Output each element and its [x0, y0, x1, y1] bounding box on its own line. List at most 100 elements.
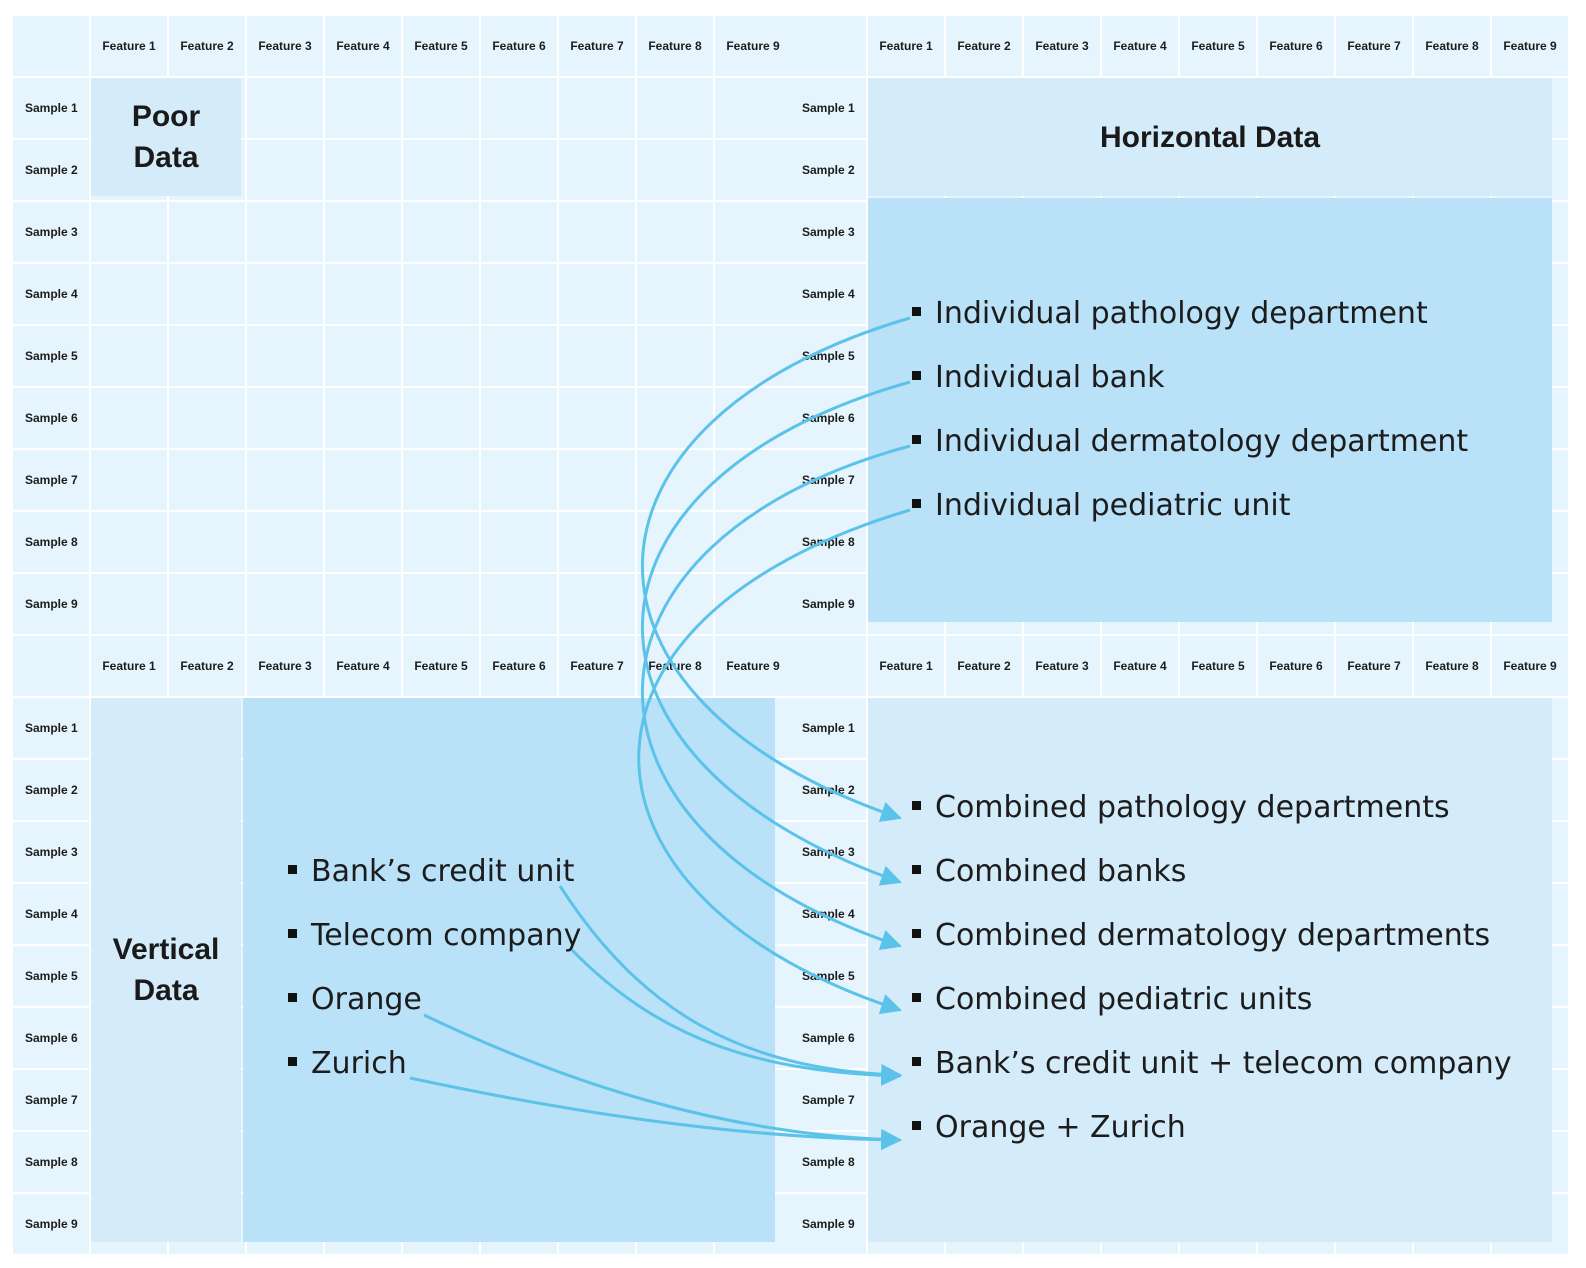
column-header: Feature 6	[1258, 636, 1334, 696]
table-cell	[247, 202, 323, 262]
list-item: Bank’s credit unit + telecom company	[912, 1046, 1512, 1081]
bullet-square-icon	[912, 371, 921, 380]
table-cell	[403, 574, 479, 634]
column-header: Feature 9	[1492, 16, 1568, 76]
table-cell	[403, 202, 479, 262]
table-cell	[715, 512, 791, 572]
column-header: Feature 2	[946, 636, 1022, 696]
bullet-square-icon	[912, 1121, 921, 1130]
corner-cell	[13, 636, 89, 696]
column-header: Feature 6	[481, 636, 557, 696]
table-cell	[247, 574, 323, 634]
bullet-square-icon	[288, 993, 297, 1002]
list-item: Combined pathology departments	[912, 790, 1450, 825]
table-cell	[91, 264, 167, 324]
poor-data-panel: Feature 1 Feature 2 Feature 3 Feature 4 Feat…	[13, 16, 791, 634]
column-header: Feature 5	[1180, 636, 1256, 696]
table-cell	[637, 388, 713, 448]
table-cell	[169, 264, 245, 324]
table-cell	[169, 202, 245, 262]
column-header: Feature 2	[169, 636, 245, 696]
table-cell	[247, 264, 323, 324]
bullet-square-icon	[912, 865, 921, 874]
table-cell	[325, 450, 401, 510]
horizontal-items-block	[868, 198, 1552, 622]
column-header: Feature 3	[247, 16, 323, 76]
row-header: Sample 9	[13, 574, 89, 634]
column-header: Feature 2	[946, 16, 1022, 76]
corner-cell	[790, 16, 866, 76]
vertical-title-block	[91, 698, 241, 1242]
corner-cell	[790, 636, 866, 696]
table-cell	[91, 388, 167, 448]
row-header: Sample 5	[790, 326, 866, 386]
table-cell	[637, 264, 713, 324]
column-header: Feature 4	[325, 636, 401, 696]
column-header: Feature 8	[637, 16, 713, 76]
row-header: Sample 5	[790, 946, 866, 1006]
horizontal-data-title: Horizontal Data	[1099, 120, 1321, 154]
column-header: Feature 6	[481, 16, 557, 76]
bullet-square-icon	[912, 435, 921, 444]
row-header: Sample 7	[790, 1070, 866, 1130]
row-header: Sample 2	[13, 140, 89, 200]
table-cell	[247, 78, 323, 138]
table-cell	[325, 326, 401, 386]
table-cell	[325, 512, 401, 572]
table-cell	[559, 574, 635, 634]
row-header: Sample 1	[790, 78, 866, 138]
row-header: Sample 6	[13, 388, 89, 448]
table-cell	[481, 264, 557, 324]
table-cell	[403, 512, 479, 572]
row-header: Sample 3	[790, 822, 866, 882]
horizontal-data-list: Individual pathology department Individu…	[912, 16, 1512, 622]
table-cell	[715, 574, 791, 634]
bullet-square-icon	[288, 1057, 297, 1066]
list-item: Orange	[288, 982, 422, 1017]
row-header: Sample 2	[790, 760, 866, 820]
table-cell	[169, 450, 245, 510]
row-header: Sample 3	[13, 822, 89, 882]
table-cell	[247, 140, 323, 200]
row-header: Sample 1	[13, 78, 89, 138]
table-cell	[325, 78, 401, 138]
table-cell	[715, 326, 791, 386]
list-item: Combined pediatric units	[912, 982, 1312, 1017]
table-cell	[715, 140, 791, 200]
bullet-square-icon	[912, 801, 921, 810]
row-header: Sample 2	[790, 140, 866, 200]
column-header: Feature 1	[868, 16, 944, 76]
combined-data-list: Combined pathology departments Combined …	[912, 636, 1542, 1242]
row-header: Sample 7	[13, 450, 89, 510]
list-item: Individual pediatric unit	[912, 488, 1291, 523]
table-cell	[169, 388, 245, 448]
poor-data-title: Poor Data	[131, 100, 201, 174]
table-cell	[637, 326, 713, 386]
row-header: Sample 4	[790, 884, 866, 944]
table-cell	[325, 202, 401, 262]
column-header: Feature 3	[1024, 636, 1100, 696]
table-cell	[559, 202, 635, 262]
list-item: Bank’s credit unit	[288, 854, 574, 889]
column-header: Feature 9	[715, 16, 791, 76]
table-cell	[481, 326, 557, 386]
poor-data-grid: Feature 1 Feature 2 Feature 3 Feature 4 Feat…	[13, 16, 791, 634]
list-item: Orange + Zurich	[912, 1110, 1186, 1145]
bullet-square-icon	[912, 929, 921, 938]
row-header: Sample 5	[13, 326, 89, 386]
row-header: Sample 4	[13, 264, 89, 324]
column-header: Feature 5	[403, 636, 479, 696]
row-header: Sample 8	[790, 1132, 866, 1192]
table-cell	[247, 512, 323, 572]
column-header: Feature 1	[91, 636, 167, 696]
list-item: Combined banks	[912, 854, 1186, 889]
table-cell	[481, 78, 557, 138]
table-cell	[715, 264, 791, 324]
table-cell	[559, 450, 635, 510]
column-header: Feature 3	[1024, 16, 1100, 76]
column-header: Feature 4	[1102, 16, 1178, 76]
table-cell	[169, 326, 245, 386]
column-header: Feature 5	[403, 16, 479, 76]
list-item: Combined dermatology departments	[912, 918, 1490, 953]
table-cell	[481, 450, 557, 510]
